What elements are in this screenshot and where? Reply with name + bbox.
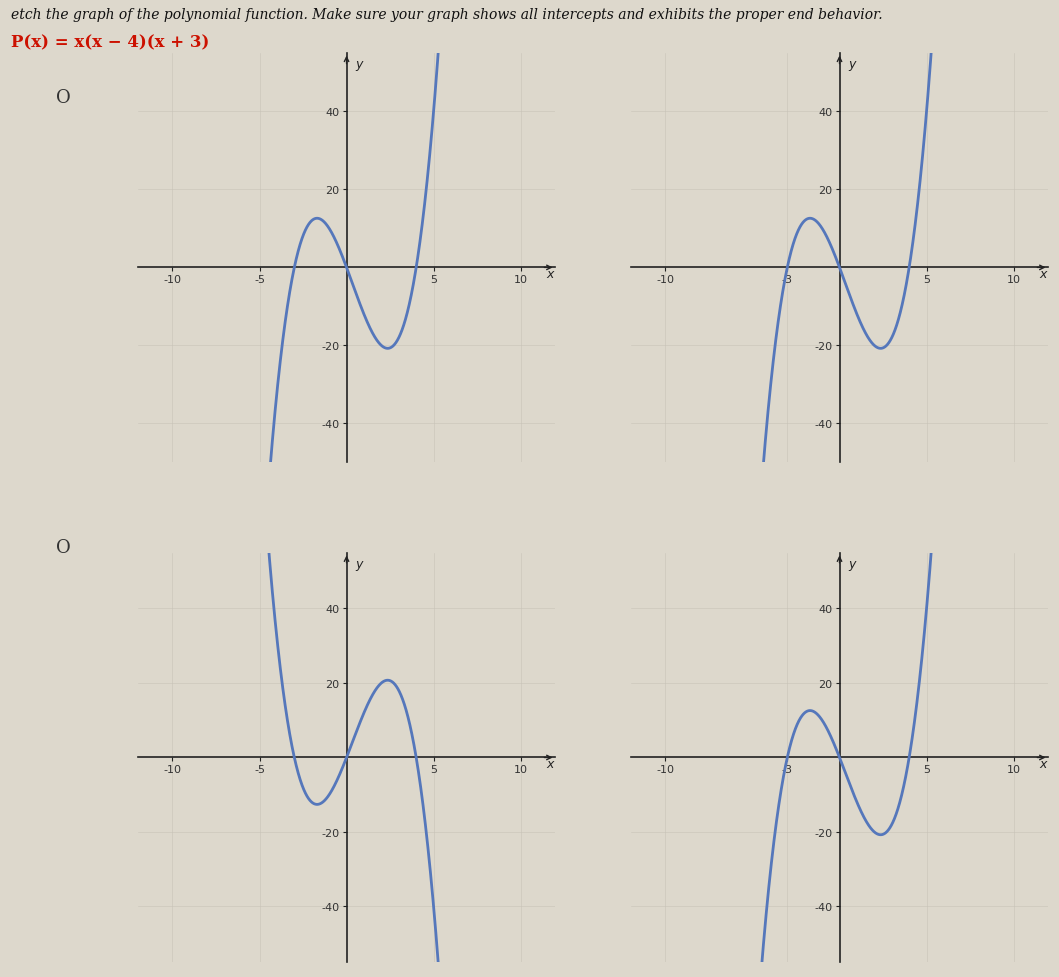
Text: O: O: [56, 89, 71, 106]
Text: etch the graph of the polynomial function. Make sure your graph shows all interc: etch the graph of the polynomial functio…: [11, 8, 882, 21]
Text: x: x: [546, 757, 554, 770]
Text: P(x) = x(x − 4)(x + 3): P(x) = x(x − 4)(x + 3): [11, 34, 209, 51]
Text: y: y: [355, 58, 362, 71]
Text: x: x: [1040, 757, 1047, 770]
Text: O: O: [56, 538, 71, 556]
Text: y: y: [355, 557, 362, 571]
Text: y: y: [848, 557, 856, 571]
Text: y: y: [848, 58, 856, 71]
Text: x: x: [1040, 268, 1047, 280]
Text: x: x: [546, 268, 554, 280]
